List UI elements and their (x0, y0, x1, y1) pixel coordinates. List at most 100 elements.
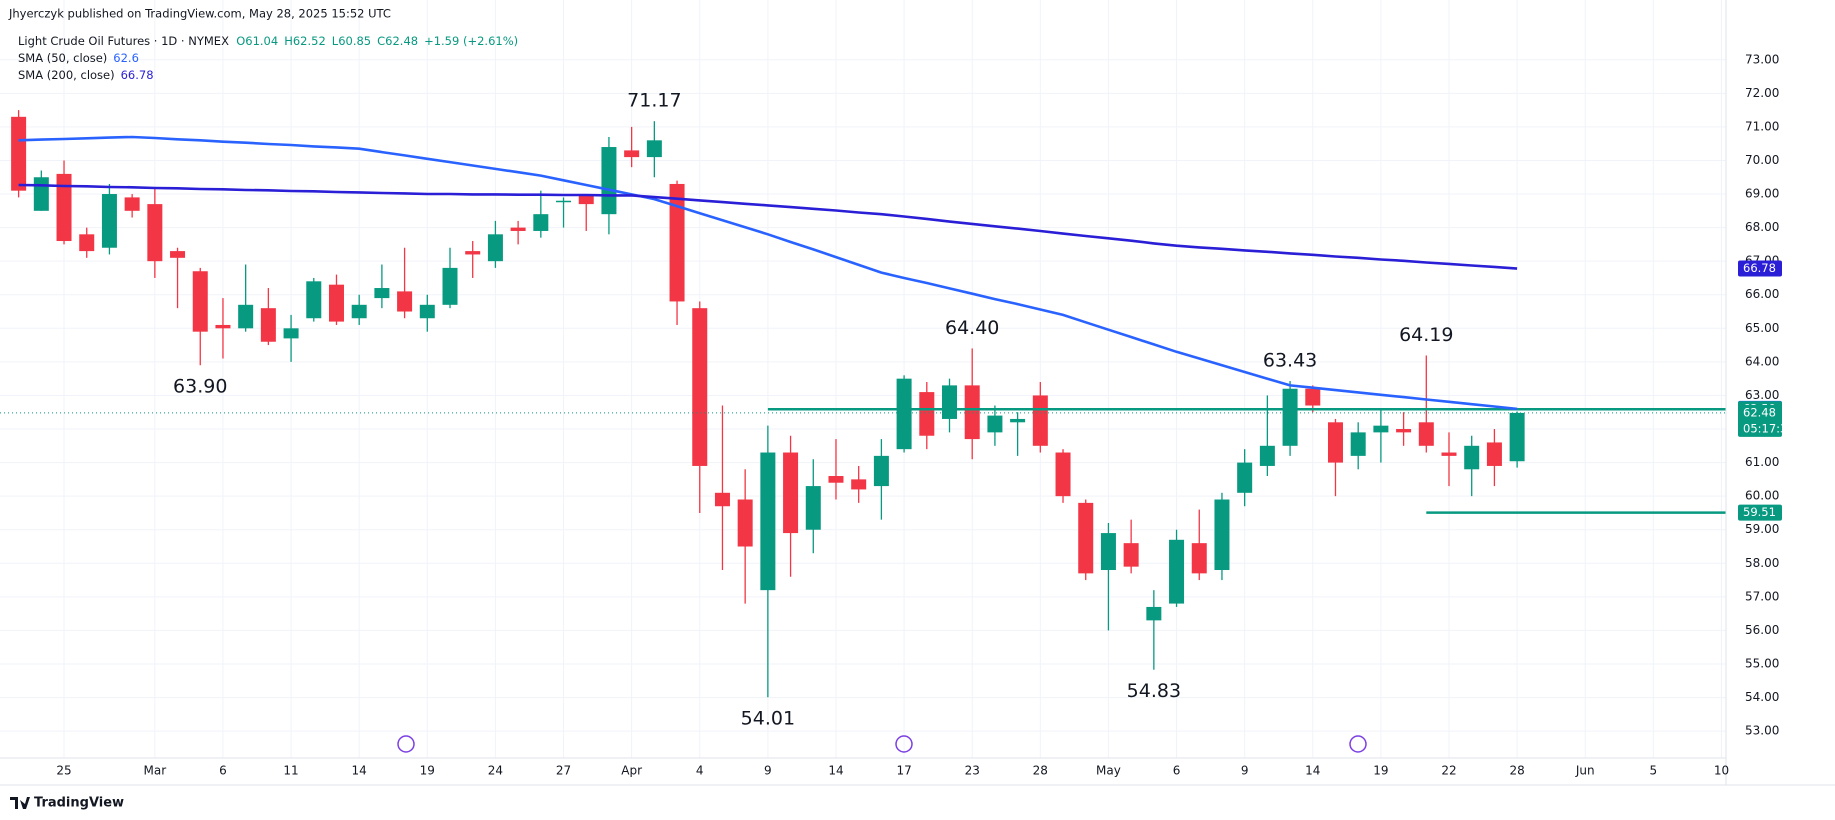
candle-body (851, 479, 867, 490)
x-tick-label: 27 (556, 764, 571, 778)
candle-body (11, 116, 27, 191)
y-tick-label: 66.00 (1745, 287, 1779, 301)
candle-body (1146, 606, 1162, 621)
x-tick-label: 22 (1441, 764, 1456, 778)
sma-value: 66.78 (121, 68, 154, 82)
legend-sma: SMA (200, close) 66.78 (18, 68, 154, 82)
y-tick-label: 61.00 (1745, 455, 1779, 469)
x-tick-label: 19 (1373, 764, 1388, 778)
x-tick-label: 14 (828, 764, 843, 778)
candle-body (1191, 543, 1207, 574)
x-tick-label: 28 (1033, 764, 1048, 778)
x-tick-label: 17 (896, 764, 911, 778)
candle-body (101, 194, 117, 248)
x-tick-label: May (1096, 764, 1121, 778)
y-tick-label: 63.00 (1745, 388, 1779, 402)
candle-body (1350, 432, 1366, 456)
y-tick-label: 71.00 (1745, 119, 1779, 133)
candle-body (1509, 412, 1525, 462)
annotation: 71.17 (627, 90, 681, 112)
logo-text: TradingView (34, 796, 124, 811)
candle-body (669, 183, 685, 302)
candle-body (510, 227, 526, 231)
candle-body (692, 308, 708, 466)
y-tick-label: 60.00 (1745, 489, 1779, 503)
x-tick-label: 6 (1173, 764, 1181, 778)
candle-body (215, 324, 231, 329)
x-tick-label: 24 (488, 764, 503, 778)
annotation: 63.43 (1263, 350, 1317, 372)
candle-body (737, 499, 753, 547)
price-badge (1738, 504, 1782, 521)
price-badge-label: 59.51 (1743, 505, 1776, 519)
event-icon (1349, 735, 1367, 753)
x-tick-label: 19 (420, 764, 435, 778)
legend-title: Light Crude Oil Futures · 1D · NYMEX O61.… (18, 34, 518, 48)
candle-body (1123, 543, 1139, 567)
y-tick-label: 57.00 (1745, 589, 1779, 603)
x-tick-label: 11 (283, 764, 298, 778)
candle-body (260, 308, 276, 342)
annotation: 54.83 (1127, 680, 1181, 702)
sma-line (18, 135, 1518, 411)
symbol: Light Crude Oil Futures · 1D · NYMEX (18, 34, 229, 48)
x-tick-label: Mar (144, 764, 167, 778)
events (397, 735, 1367, 753)
candle-body (56, 173, 72, 242)
y-tick-label: 56.00 (1745, 623, 1779, 637)
y-tick-label: 65.00 (1745, 321, 1779, 335)
candle-body (1327, 422, 1343, 463)
ohlc-value: C62.48 (377, 34, 418, 48)
x-tick-label: 5 (1650, 764, 1658, 778)
y-tick-label: 73.00 (1745, 52, 1779, 66)
candle-body (942, 385, 958, 419)
legend-sma: SMA (50, close) 62.6 (18, 51, 139, 65)
candle-body (578, 194, 594, 205)
publisher: Jhyerczyk published on TradingView.com, … (8, 7, 391, 21)
candle-body (783, 452, 799, 534)
candle-body (1259, 445, 1275, 466)
candle-body (1214, 499, 1230, 571)
y-tick-label: 69.00 (1745, 187, 1779, 201)
candle-body (601, 147, 617, 215)
y-tick-label: 72.00 (1745, 86, 1779, 100)
x-tick-label: 9 (1241, 764, 1249, 778)
ohlc-value: H62.52 (284, 34, 326, 48)
candle-body (374, 288, 390, 299)
candle-body (283, 328, 299, 339)
candle-body (805, 486, 821, 530)
candle-body (760, 452, 776, 591)
annotation: 54.01 (741, 708, 795, 730)
candle-body (1486, 442, 1502, 466)
sma-line (18, 183, 1518, 270)
candle-body (124, 197, 140, 211)
candle-body (419, 304, 435, 319)
candle-body (1100, 533, 1116, 571)
candle-body (1237, 462, 1253, 493)
candle-body (1464, 445, 1480, 470)
candle-body (147, 204, 163, 262)
sma-name: SMA (50, close) (18, 51, 107, 65)
x-tick-label: 14 (352, 764, 367, 778)
candle-body (1282, 388, 1298, 446)
x-tick-label: 25 (56, 764, 71, 778)
event-icon (397, 735, 415, 753)
ohlc-value: L60.85 (332, 34, 371, 48)
candle-body (487, 234, 503, 262)
price-badge (1738, 260, 1782, 277)
candle-body (828, 476, 844, 483)
x-tick-label: 28 (1509, 764, 1524, 778)
candle-body (964, 385, 980, 440)
x-tick-label: 9 (764, 764, 772, 778)
candle-body (306, 281, 322, 319)
plot (0, 110, 1726, 698)
candle-body (1396, 429, 1412, 433)
price-badge-label: 66.78 (1743, 261, 1776, 275)
y-tick-label: 68.00 (1745, 220, 1779, 234)
candle-body (1169, 539, 1185, 604)
candle-body (1010, 418, 1026, 423)
price-badge (1738, 404, 1782, 437)
y-tick-label: 58.00 (1745, 556, 1779, 570)
